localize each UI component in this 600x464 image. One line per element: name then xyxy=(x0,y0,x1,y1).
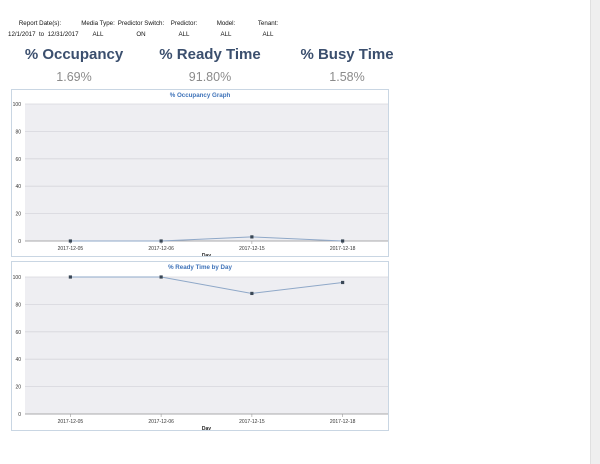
right-gutter xyxy=(590,0,600,464)
x-tick-label: 2017-12-05 xyxy=(58,246,84,252)
x-axis-title: Day xyxy=(202,253,211,256)
kpi-value: 91.80% xyxy=(188,70,232,84)
series-line xyxy=(70,236,343,242)
y-tick-label: 100 xyxy=(13,102,22,108)
filter-value: ALL xyxy=(178,31,190,38)
x-axis-title: Day xyxy=(202,426,211,430)
plot-area xyxy=(25,104,388,241)
filter-value: ALL xyxy=(92,31,104,38)
filter-value: ON xyxy=(136,31,146,38)
filter-label: Predictor: xyxy=(170,20,198,27)
data-point xyxy=(250,291,254,296)
filter-label: Report Date(s): xyxy=(18,20,62,27)
filter-report-dates: Report Date(s): 12/1/2017 to 12/31/2017 xyxy=(8,18,79,40)
data-point xyxy=(159,275,163,279)
x-tick-label: 2017-12-15 xyxy=(239,246,265,252)
chart-title: % Occupancy Graph xyxy=(169,92,231,99)
x-tick-label: 2017-12-06 xyxy=(148,419,174,425)
y-tick-label: 20 xyxy=(15,385,21,391)
ready-time-chart-panel: % Ready Time by Day 0 20 40 60 80 100 2017-12-… xyxy=(11,261,389,431)
x-tick-label: 2017-12-06 xyxy=(148,246,174,252)
series-line xyxy=(70,276,343,294)
filter-media-type: Media Type: ALL xyxy=(76,18,120,40)
data-point xyxy=(341,280,345,285)
plot-area xyxy=(25,277,388,414)
y-tick-label: 20 xyxy=(15,212,21,218)
kpi-title: % Occupancy xyxy=(24,46,124,63)
y-tick-label: 60 xyxy=(15,330,21,336)
x-tick-label: 2017-12-18 xyxy=(330,246,356,252)
filter-predictor-switch: Predictor Switch: ON xyxy=(116,18,166,40)
y-tick-label: 40 xyxy=(15,357,21,363)
kpi-value: 1.58% xyxy=(329,70,365,84)
kpi-title: % Busy Time xyxy=(300,46,394,63)
x-tick-label: 2017-12-15 xyxy=(239,419,265,425)
filter-value: 12/1/2017 to 12/31/2017 xyxy=(8,31,79,38)
y-tick-label: 60 xyxy=(15,157,21,163)
occupancy-chart-panel: % Occupancy Graph 0 20 40 60 80 100 2017-12-05… xyxy=(11,89,389,257)
occupancy-chart: 0 20 40 60 80 100 2017-12-05 2017-12-06 2017-12-… xyxy=(13,102,388,256)
ready-time-chart: 0 20 40 60 80 100 2017-12-05 2017-12-06 2017-12-… xyxy=(13,275,388,430)
y-tick-label: 40 xyxy=(15,184,21,190)
kpi-value: 1.69% xyxy=(56,70,92,84)
data-point xyxy=(68,239,72,243)
data-point xyxy=(159,239,163,243)
kpi-occupancy: % Occupancy 1.69% xyxy=(0,45,164,89)
report-filters: Report Date(s): 12/1/2017 to 12/31/2017 … xyxy=(8,18,308,40)
filter-label: Model: xyxy=(216,20,236,27)
filter-value: ALL xyxy=(220,31,232,38)
x-tick-label: 2017-12-18 xyxy=(330,419,356,425)
kpi-busy-time: % Busy Time 1.58% xyxy=(257,45,437,89)
filter-tenant: Tenant: ALL xyxy=(250,18,286,40)
data-point xyxy=(250,235,254,239)
filter-predictor: Predictor: ALL xyxy=(162,18,206,40)
y-tick-label: 80 xyxy=(15,129,21,135)
y-tick-label: 100 xyxy=(13,275,22,281)
kpi-ready-time: % Ready Time 91.80% xyxy=(120,45,300,89)
filter-label: Media Type: xyxy=(81,20,115,27)
data-point xyxy=(341,239,345,243)
filter-model: Model: ALL xyxy=(206,18,246,40)
data-point xyxy=(68,275,72,279)
x-tick-label: 2017-12-05 xyxy=(58,419,84,425)
y-tick-label: 80 xyxy=(15,302,21,308)
filter-value: ALL xyxy=(262,31,274,38)
chart-title: % Ready Time by Day xyxy=(168,264,232,271)
y-tick-label: 0 xyxy=(18,412,21,418)
filter-label: Predictor Switch: xyxy=(117,20,165,27)
y-tick-label: 0 xyxy=(18,239,21,245)
filter-label: Tenant: xyxy=(257,20,279,27)
kpi-title: % Ready Time xyxy=(159,46,261,63)
